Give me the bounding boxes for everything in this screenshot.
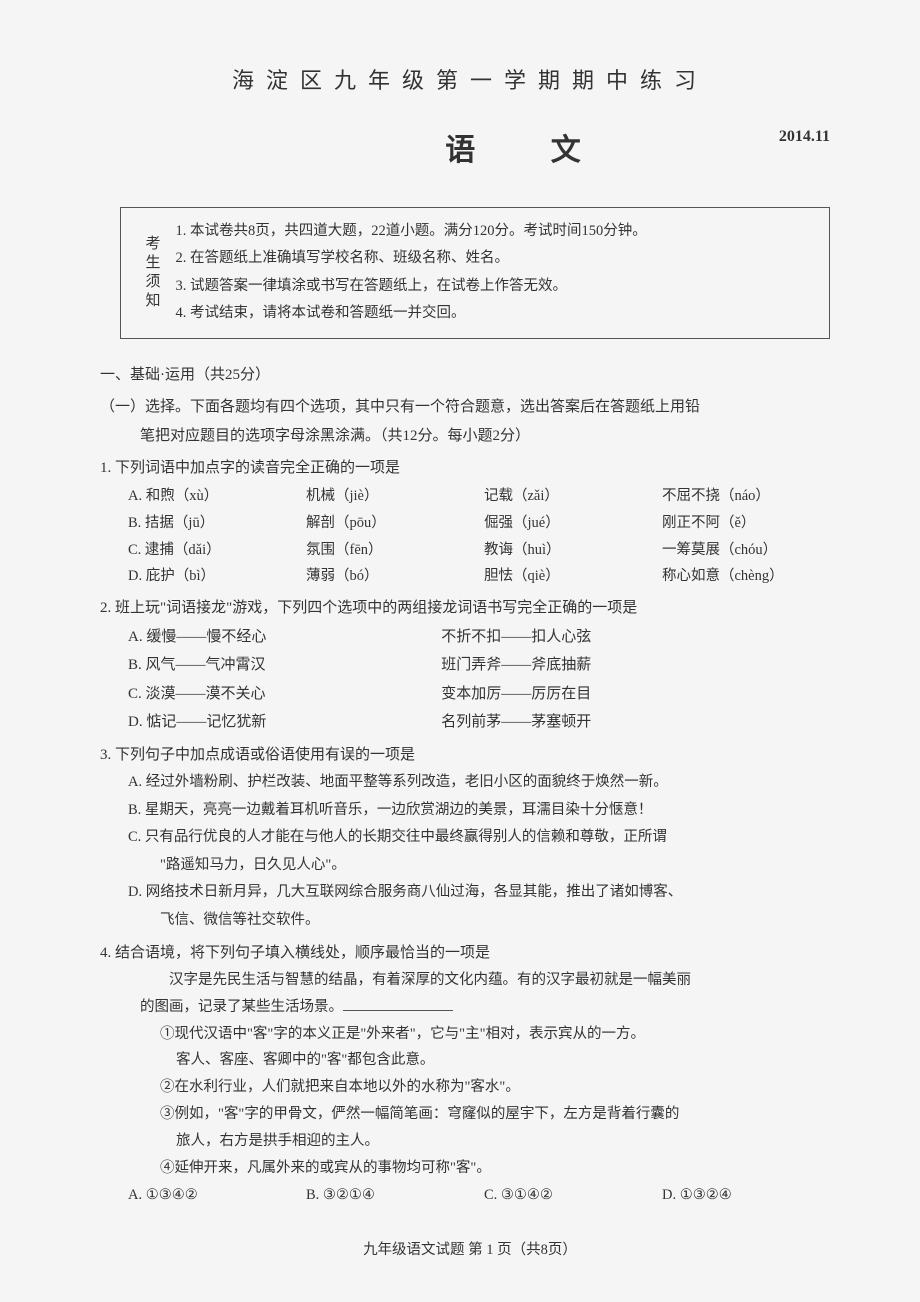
q3-opt: D. 网络技术日新月异，几大互联网综合服务商八仙过海，各显其能，推出了诸如博客、 [100,879,840,907]
q4-opt: D. ①③②④ [662,1182,840,1210]
instruction-line: 3. 试题答案一律填涂或书写在答题纸上，在试卷上作答无效。 [176,273,816,301]
q3-opt: B. 星期天，亮亮一边戴着耳机听音乐，一边欣赏湖边的美景，耳濡目染十分惬意！ [100,797,840,825]
exam-date: 2014.11 [779,122,830,152]
page-footer: 九年级语文试题 第 1 页（共8页） [100,1237,840,1265]
q1-opt: 胆怯（qiè） [484,563,662,590]
q2-opt: 名列前茅——茅塞顿开 [441,708,840,737]
q2-opt: 变本加厉——厉厉在目 [441,680,840,709]
q1-opt: 解剖（pōu） [306,510,484,537]
q4-stem: 4. 结合语境，将下列句子填入横线处，顺序最恰当的一项是 [100,939,840,968]
q4-opt: B. ③②①④ [306,1182,484,1210]
q4-line: ③例如，"客"字的甲骨文，俨然一幅简笔画：穹窿似的屋宇下，左方是背着行囊的 [100,1101,840,1128]
q4-line: ④延伸开来，凡属外来的或宾从的事物均可称"客"。 [100,1155,840,1182]
q2-opt: 不折不扣——扣人心弦 [441,623,840,652]
instructions-box: 考生须知 1. 本试卷共8页，共四道大题，22道小题。满分120分。考试时间15… [120,207,830,339]
q2-opt: A. 缓慢——慢不经心 [128,623,441,652]
q2-opt: C. 淡漠——漠不关心 [128,680,441,709]
q4-opt: C. ③①④② [484,1182,662,1210]
instruction-line: 4. 考试结束，请将本试卷和答题纸一并交回。 [176,300,816,328]
q1-opt: 记载（zǎi） [484,483,662,510]
q1-opt: D. 庇护（bì） [128,563,306,590]
subsection-header-cont: 笔把对应题目的选项字母涂黑涂满。（共12分。每小题2分） [100,422,840,451]
q3-opt-cont: 飞信、微信等社交软件。 [100,907,840,935]
instructions-label: 考生须知 [135,218,176,328]
q1-opt: C. 逮捕（dǎi） [128,537,306,564]
q1-opt: 不屈不挠（náo） [662,483,840,510]
q1-opt: 一筹莫展（chóu） [662,537,840,564]
q4-line-cont: 客人、客座、客卿中的"客"都包含此意。 [100,1047,840,1074]
q4-passage-cont: 的图画，记录了某些生活场景。 [100,994,840,1021]
question-4: 4. 结合语境，将下列句子填入横线处，顺序最恰当的一项是 汉字是先民生活与智慧的… [100,939,840,1210]
section-header: 一、基础·运用（共25分） [100,361,840,390]
main-title: 海淀区九年级第一学期期中练习 [100,60,840,102]
instructions-lines: 1. 本试卷共8页，共四道大题，22道小题。满分120分。考试时间150分钟。 … [176,218,816,328]
q4-line: ①现代汉语中"客"字的本义正是"外来者"，它与"主"相对，表示宾从的一方。 [100,1021,840,1048]
q1-opt: 称心如意（chèng） [662,563,840,590]
q3-stem: 3. 下列句子中加点成语或俗语使用有误的一项是 [100,741,840,770]
q4-passage-cont-text: 的图画，记录了某些生活场景。 [140,999,343,1015]
q1-opt: 薄弱（bó） [306,563,484,590]
question-1: 1. 下列词语中加点字的读音完全正确的一项是 A. 和煦（xù） 机械（jiè）… [100,454,840,590]
q1-opt: 刚正不阿（ě） [662,510,840,537]
q3-opt: A. 经过外墙粉刷、护栏改装、地面平整等系列改造，老旧小区的面貌终于焕然一新。 [100,769,840,797]
q2-opt: 班门弄斧——斧底抽薪 [441,651,840,680]
q1-opt: 倔强（jué） [484,510,662,537]
q1-opt: 氛围（fēn） [306,537,484,564]
q3-opt: C. 只有品行优良的人才能在与他人的长期交往中最终赢得别人的信赖和尊敬，正所谓 [100,824,840,852]
q2-opt: B. 风气——气冲霄汉 [128,651,441,680]
q2-stem: 2. 班上玩"词语接龙"游戏，下列四个选项中的两组接龙词语书写完全正确的一项是 [100,594,840,623]
q4-opt: A. ①③④② [128,1182,306,1210]
q4-passage: 汉字是先民生活与智慧的结晶，有着深厚的文化内蕴。有的汉字最初就是一幅美丽 [100,967,840,994]
subtitle-row: 语 文 2014.11 [100,122,840,179]
q2-opt: D. 惦记——记忆犹新 [128,708,441,737]
subsection-header: （一）选择。下面各题均有四个选项，其中只有一个符合题意，选出答案后在答题纸上用铅 [100,393,840,422]
subject-title: 语 文 [325,122,615,179]
q4-line: ②在水利行业，人们就把来自本地以外的水称为"客水"。 [100,1074,840,1101]
q1-opt: B. 拮据（jū） [128,510,306,537]
q4-options: A. ①③④② B. ③②①④ C. ③①④② D. ①③②④ [100,1182,840,1210]
q1-opt: 机械（jiè） [306,483,484,510]
instruction-line: 1. 本试卷共8页，共四道大题，22道小题。满分120分。考试时间150分钟。 [176,218,816,246]
q4-line-cont: 旅人，右方是拱手相迎的主人。 [100,1128,840,1155]
q1-opt: A. 和煦（xù） [128,483,306,510]
question-3: 3. 下列句子中加点成语或俗语使用有误的一项是 A. 经过外墙粉刷、护栏改装、地… [100,741,840,935]
blank-line [343,996,453,1011]
q1-stem: 1. 下列词语中加点字的读音完全正确的一项是 [100,454,840,483]
instruction-line: 2. 在答题纸上准确填写学校名称、班级名称、姓名。 [176,245,816,273]
q3-opt-cont: "路遥知马力，日久见人心"。 [100,852,840,880]
q1-opt: 教诲（huì） [484,537,662,564]
question-2: 2. 班上玩"词语接龙"游戏，下列四个选项中的两组接龙词语书写完全正确的一项是 … [100,594,840,737]
